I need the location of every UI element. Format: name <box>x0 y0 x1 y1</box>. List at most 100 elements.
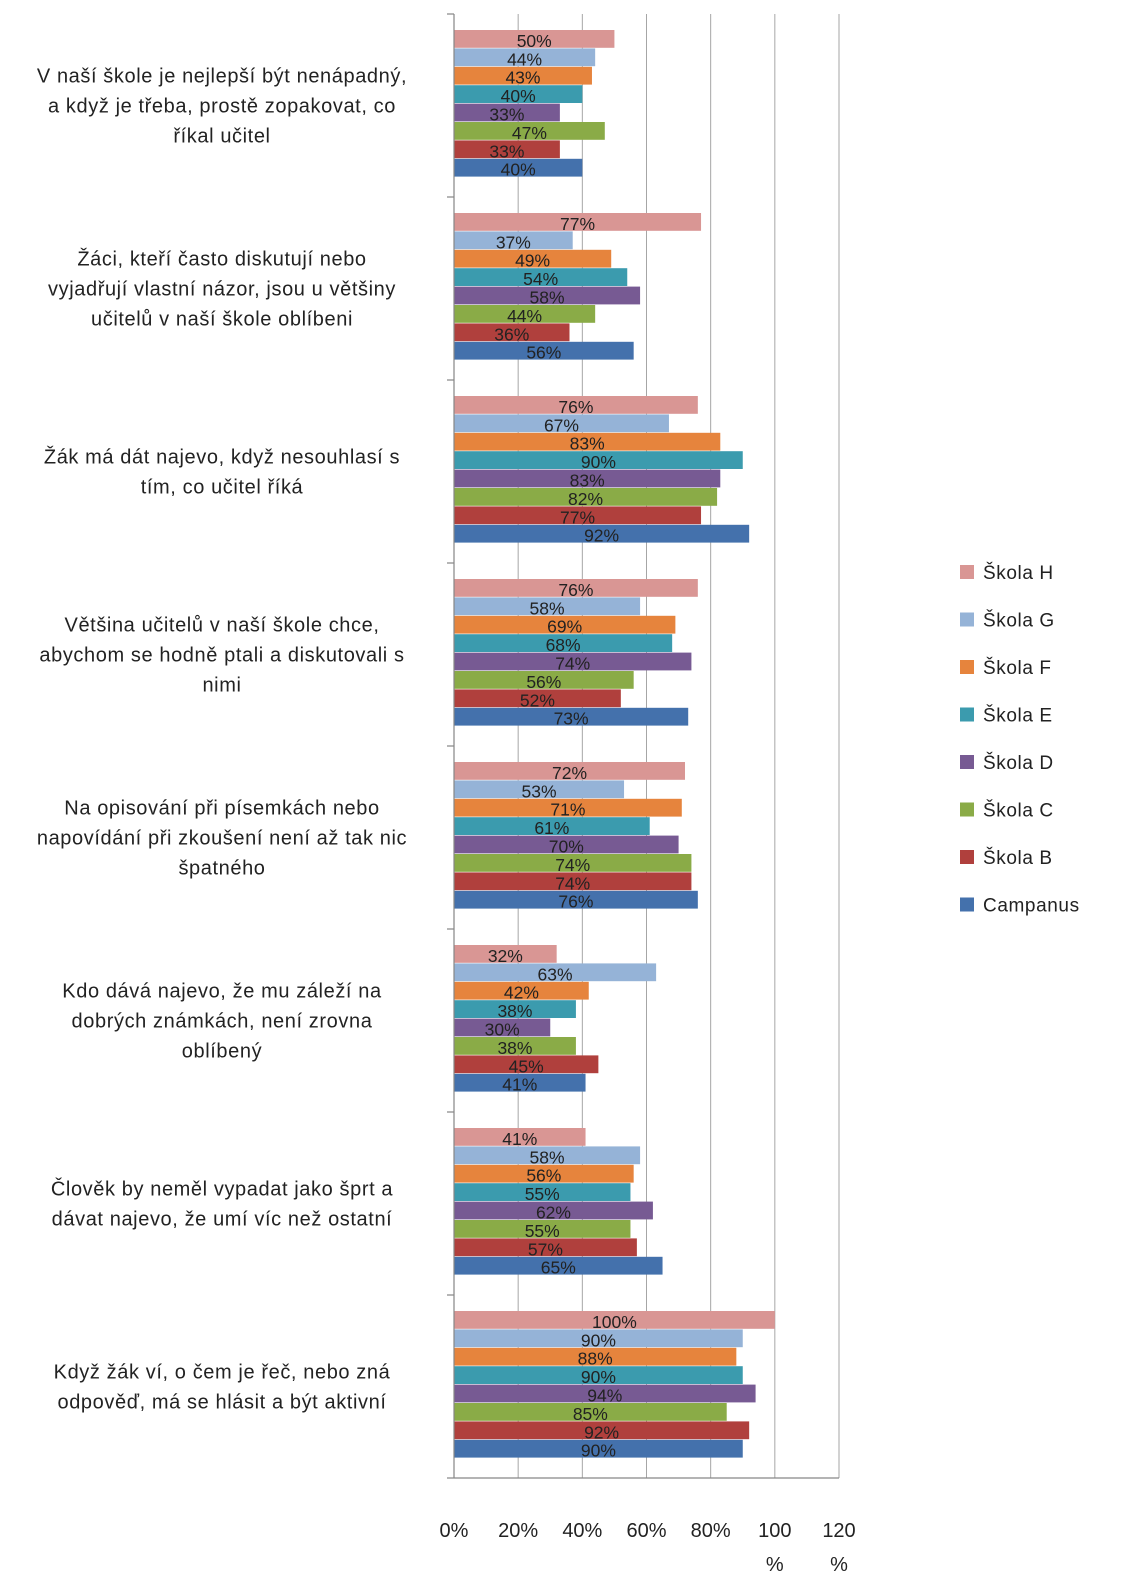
data-label-škola-e-8: 90% <box>581 1367 616 1387</box>
data-label-škola-h-7: 41% <box>502 1129 537 1149</box>
data-label-škola-h-8: 100% <box>592 1312 637 1332</box>
data-label-škola-c-5: 74% <box>555 855 590 875</box>
bar-škola-e-8 <box>454 1366 743 1384</box>
x-tick-label-0: 0% <box>440 1520 469 1542</box>
data-label-campanus-8: 90% <box>581 1441 616 1461</box>
bar-škola-d-1 <box>454 103 560 122</box>
bar-škola-c-1 <box>454 122 605 140</box>
data-label-škola-b-1: 33% <box>489 141 524 161</box>
data-label-škola-e-3: 90% <box>581 452 616 472</box>
data-label-škola-g-8: 90% <box>581 1330 616 1350</box>
category-label-6: Kdo dává najevo, že mu záleží na dobrých … <box>62 981 382 1063</box>
bar-škola-b-6 <box>454 1055 599 1074</box>
legend-label-škola-c: Škola C <box>983 800 1054 822</box>
data-label-campanus-7: 65% <box>541 1258 576 1278</box>
legend-label-škola-b: Škola B <box>983 847 1053 869</box>
data-label-škola-g-2: 37% <box>496 232 531 252</box>
x-tick-label-60: 60% <box>626 1520 666 1542</box>
legend-label-škola-f: Škola F <box>983 657 1052 679</box>
data-label-škola-c-6: 38% <box>497 1038 532 1058</box>
bar-škola-f-5 <box>454 798 682 817</box>
data-label-škola-b-2: 36% <box>494 324 529 344</box>
bar-škola-e-3 <box>454 451 743 469</box>
data-label-campanus-5: 76% <box>558 892 593 912</box>
bar-škola-f-6 <box>454 981 589 1000</box>
data-label-škola-e-7: 55% <box>525 1184 560 1204</box>
data-label-škola-e-1: 40% <box>501 86 536 106</box>
bar-škola-f-2 <box>454 249 612 268</box>
data-label-škola-h-4: 76% <box>558 580 593 600</box>
data-labels: 50%44%43%40%33%47%33%40%77%37%49%54%58%4… <box>485 31 637 1461</box>
legend: Škola H Škola G Škola F Škola E Škola D Škola… <box>960 562 1079 917</box>
data-label-škola-h-2: 77% <box>560 214 595 234</box>
data-label-škola-d-8: 94% <box>587 1386 622 1406</box>
bars <box>454 30 775 1458</box>
bar-škola-f-4 <box>454 615 676 634</box>
bar-škola-h-4 <box>454 579 698 597</box>
bar-campanus-2 <box>454 341 634 360</box>
legend-swatch-škola-g <box>960 612 974 627</box>
bar-campanus-7 <box>454 1256 663 1275</box>
bar-škola-c-6 <box>454 1037 576 1055</box>
bar-škola-g-4 <box>454 597 641 616</box>
category-label-3: Žák má dát najevo, když nesouhlasí s tím,… <box>44 446 400 499</box>
bar-škola-b-5 <box>454 872 692 891</box>
bar-škola-g-7 <box>454 1146 641 1165</box>
data-label-škola-c-3: 82% <box>568 489 603 509</box>
data-label-škola-g-6: 63% <box>538 964 573 984</box>
data-label-škola-b-5: 74% <box>555 873 590 893</box>
data-label-škola-d-2: 58% <box>530 288 565 308</box>
legend-swatch-škola-c <box>960 802 974 817</box>
data-label-škola-e-5: 61% <box>534 818 569 838</box>
bar-škola-d-7 <box>454 1201 653 1220</box>
data-label-campanus-3: 92% <box>584 526 619 546</box>
x-tick-label-100: 100% <box>758 1520 791 1576</box>
legend-swatch-škola-e <box>960 707 974 722</box>
bar-škola-c-7 <box>454 1220 631 1238</box>
data-label-škola-b-7: 57% <box>528 1239 563 1259</box>
bar-škola-c-5 <box>454 854 692 872</box>
data-label-škola-h-1: 50% <box>517 31 552 51</box>
data-label-campanus-1: 40% <box>501 160 536 180</box>
bar-škola-h-2 <box>454 213 702 231</box>
data-label-škola-b-3: 77% <box>560 507 595 527</box>
data-label-škola-h-6: 32% <box>488 946 523 966</box>
data-label-škola-d-1: 33% <box>489 105 524 125</box>
data-label-škola-f-3: 83% <box>570 434 605 454</box>
bar-škola-c-4 <box>454 671 634 689</box>
data-label-škola-c-4: 56% <box>526 672 561 692</box>
category-label-4: Většina učitelů v naší škole chce, abycho… <box>39 615 404 697</box>
bar-škola-h-5 <box>454 762 685 780</box>
bar-škola-c-8 <box>454 1403 727 1421</box>
bar-campanus-4 <box>454 707 689 726</box>
bar-škola-g-1 <box>454 48 596 67</box>
bar-škola-g-2 <box>454 231 573 250</box>
data-label-škola-b-8: 92% <box>584 1422 619 1442</box>
data-label-škola-c-8: 85% <box>573 1404 608 1424</box>
bar-škola-b-3 <box>454 506 702 525</box>
bar-škola-c-3 <box>454 488 718 506</box>
legend-swatch-škola-f <box>960 660 974 674</box>
category-label-1: V naší škole je nejlepší být nenápadný, a… <box>37 66 407 148</box>
data-label-campanus-2: 56% <box>526 343 561 363</box>
legend-label-škola-d: Škola D <box>983 752 1054 774</box>
bar-campanus-6 <box>454 1073 586 1092</box>
category-labels: V naší škole je nejlepší být nenápadný, a… <box>37 66 407 1414</box>
category-label-2: Žáci, kteří často diskutují nebo vyjadřuj… <box>48 248 396 331</box>
bar-škola-h-7 <box>454 1128 586 1146</box>
bar-škola-d-3 <box>454 469 721 488</box>
bar-škola-d-4 <box>454 652 692 671</box>
bar-škola-f-7 <box>454 1164 634 1183</box>
bar-škola-f-8 <box>454 1347 737 1366</box>
data-label-škola-b-4: 52% <box>520 690 555 710</box>
data-label-škola-d-3: 83% <box>570 471 605 491</box>
data-label-campanus-6: 41% <box>502 1075 537 1095</box>
bar-škola-h-1 <box>454 30 615 48</box>
bar-škola-e-2 <box>454 268 628 286</box>
legend-swatch-škola-b <box>960 850 974 864</box>
data-label-škola-g-4: 58% <box>530 598 565 618</box>
data-label-škola-e-6: 38% <box>497 1001 532 1021</box>
legend-label-škola-e: Škola E <box>983 705 1053 727</box>
data-label-škola-g-7: 58% <box>530 1147 565 1167</box>
